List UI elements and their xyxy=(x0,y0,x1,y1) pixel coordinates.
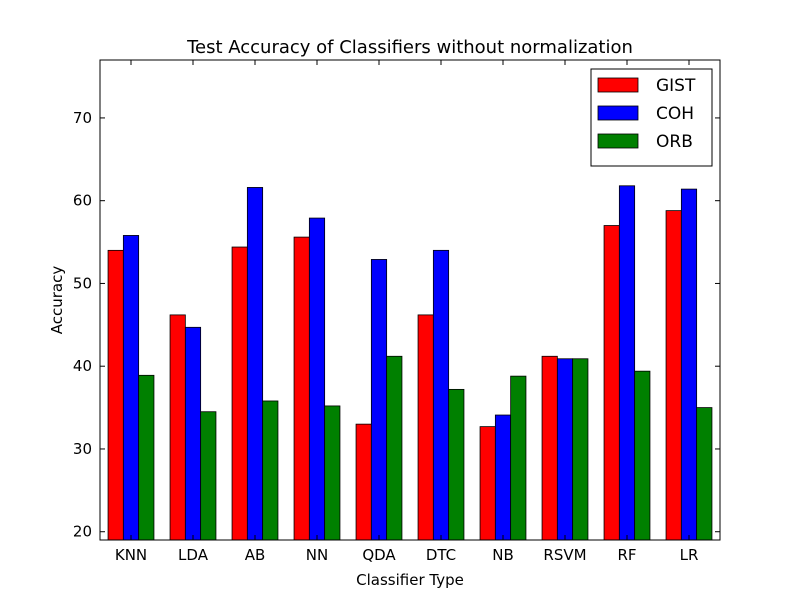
bar-gist-qda xyxy=(355,423,372,541)
y-tick-label: 20 xyxy=(73,523,92,541)
bar-gist-knn xyxy=(107,249,124,541)
x-tick-label: AB xyxy=(245,546,266,564)
bar-coh-knn xyxy=(122,235,140,541)
bar-orb-qda xyxy=(386,355,403,541)
x-tick-label: DTC xyxy=(426,546,456,564)
bar-coh-rsvm xyxy=(556,358,574,541)
bar-coh-dtc xyxy=(432,249,450,541)
bar-orb-rf xyxy=(634,370,651,541)
x-axis-label: Classifier Type xyxy=(356,571,464,589)
bar-coh-ab xyxy=(246,187,264,541)
bar-gist-rf xyxy=(603,225,620,541)
legend-swatch-coh xyxy=(597,105,639,121)
plot-frame xyxy=(99,59,721,541)
legend-label-coh: COH xyxy=(656,104,694,124)
legend-label-gist: GIST xyxy=(656,76,696,96)
x-tick-label: RF xyxy=(617,546,636,564)
bar-orb-ab xyxy=(262,400,279,541)
y-tick-label: 50 xyxy=(73,274,92,292)
bar-gist-nb xyxy=(479,426,496,541)
legend-swatch-orb xyxy=(597,133,639,149)
bar-orb-nb xyxy=(510,375,527,541)
x-tick-label: LDA xyxy=(178,546,209,564)
bars-layer xyxy=(107,185,713,541)
x-tick-label: QDA xyxy=(362,546,396,564)
bar-gist-lr xyxy=(665,210,682,541)
legend: GIST COH ORB xyxy=(590,68,713,167)
x-axis: KNN LDA AB NN QDA DTC NB RSVM RF LR xyxy=(115,60,699,564)
bar-coh-lr xyxy=(680,188,698,541)
bar-orb-rsvm xyxy=(572,358,589,541)
bar-orb-nn xyxy=(324,405,341,541)
legend-swatch-gist xyxy=(597,77,639,93)
y-axis-label: Accuracy xyxy=(48,266,66,335)
y-tick-label: 70 xyxy=(73,109,92,127)
y-axis: 20 30 40 50 60 70 xyxy=(73,109,720,541)
bar-gist-rsvm xyxy=(541,355,558,541)
bar-orb-dtc xyxy=(448,388,465,541)
bar-coh-nb xyxy=(494,414,512,541)
bar-gist-lda xyxy=(169,314,186,541)
bar-orb-knn xyxy=(138,374,155,541)
bar-gist-nn xyxy=(293,236,310,541)
y-tick-label: 40 xyxy=(73,357,92,375)
bar-coh-qda xyxy=(370,259,388,541)
bar-gist-ab xyxy=(231,246,248,541)
x-tick-label: RSVM xyxy=(543,546,586,564)
bar-orb-lda xyxy=(200,411,217,541)
y-tick-label: 60 xyxy=(73,192,92,210)
x-tick-label: LR xyxy=(680,546,699,564)
chart-title: Test Accuracy of Classifiers without nor… xyxy=(186,37,633,58)
bar-coh-lda xyxy=(184,326,202,541)
bar-orb-lr xyxy=(696,407,713,541)
x-tick-label: KNN xyxy=(115,546,147,564)
x-tick-label: NN xyxy=(306,546,328,564)
bar-coh-rf xyxy=(618,185,636,541)
bar-gist-dtc xyxy=(417,314,434,541)
bar-coh-nn xyxy=(308,217,326,541)
x-tick-label: NB xyxy=(492,546,514,564)
y-tick-label: 30 xyxy=(73,440,92,458)
legend-label-orb: ORB xyxy=(656,132,693,152)
